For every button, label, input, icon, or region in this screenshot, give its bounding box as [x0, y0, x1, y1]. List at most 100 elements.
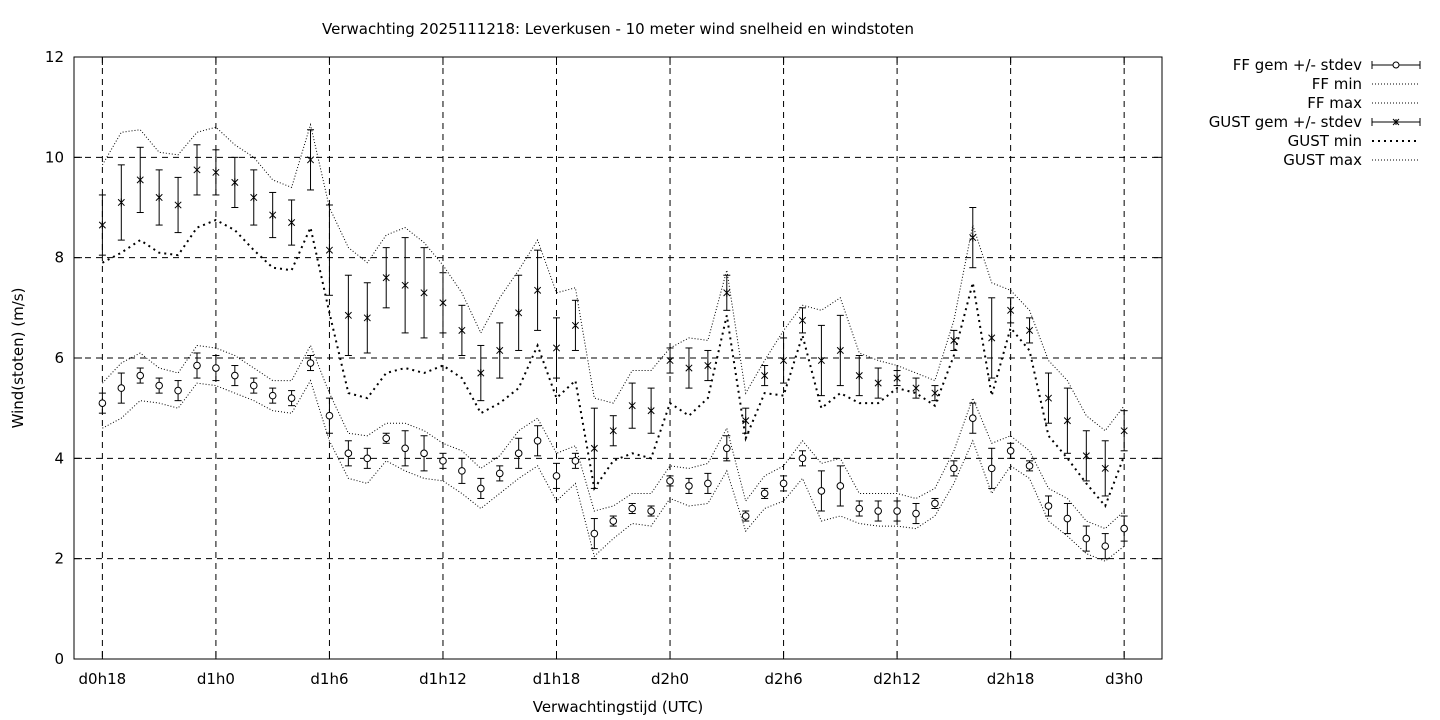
ff-errorbar-point: [1120, 515, 1128, 542]
ff-errorbar-point: [836, 465, 845, 507]
ff-errorbar-point: [1044, 495, 1053, 517]
ff-errorbar-point: [136, 367, 145, 384]
ff-mean-marker: [1063, 514, 1072, 523]
gust-errorbar-point: [685, 347, 693, 389]
gust-errorbar-point: [912, 377, 920, 399]
ff-errorbar-point: [666, 475, 674, 487]
ff-mean-marker: [344, 449, 353, 458]
ff-errorbar-point: [628, 502, 636, 515]
ff-mean-marker: [155, 381, 163, 390]
gust-mean-marker: [363, 313, 371, 322]
ff-errorbar-point: [363, 447, 372, 469]
gust-mean-marker: [306, 155, 315, 164]
ff-mean-marker: [817, 487, 826, 495]
gust-errorbar-point: [855, 354, 863, 397]
y-tick-label: 4: [54, 449, 64, 467]
gust-errorbar-point: [496, 322, 504, 379]
ff-mean-marker: [723, 444, 731, 453]
gust-errorbar-point: [212, 149, 220, 196]
y-tick-label: 2: [54, 550, 64, 568]
ff-errorbar-point: [571, 452, 580, 469]
ff-errorbar-point: [495, 465, 504, 482]
gust-errorbar-point: [155, 169, 163, 226]
x-tick-label: d1h6: [310, 670, 348, 688]
ff-mean-marker: [1006, 447, 1015, 455]
gust-mean-marker: [250, 193, 258, 202]
ff-mean-marker: [401, 444, 409, 453]
gust-errorbar-point: [761, 365, 769, 387]
grid-lines: [74, 57, 1162, 659]
ff-mean-marker: [98, 399, 107, 407]
gust-errorbar-point: [1025, 317, 1034, 344]
ff-mean-marker: [855, 504, 864, 513]
gust-mean-marker: [874, 379, 882, 388]
gust-errorbar-point: [969, 207, 977, 269]
gust-errorbar-point: [458, 304, 466, 356]
ff-errorbar-point: [798, 450, 807, 467]
ff-mean-marker: [533, 436, 542, 445]
ff-errorbar-point: [1082, 525, 1091, 552]
ff-errorbar-point: [647, 505, 655, 517]
y-tick-label: 6: [54, 349, 64, 367]
ff-errorbar-point: [439, 452, 447, 469]
gust-errorbar-point: [174, 176, 182, 234]
ff-errorbar-point: [477, 477, 485, 499]
ff-errorbar-point: [552, 462, 561, 489]
gust-errorbar-point: [836, 314, 844, 387]
x-tick-label: d1h12: [419, 670, 467, 688]
gust-mean-marker: [552, 343, 561, 352]
ff-errorbar-point: [779, 475, 788, 492]
gust-mean-marker: [912, 384, 920, 393]
ff-errorbar-point: [325, 397, 334, 434]
gust-mean-marker: [780, 356, 788, 365]
gust-mean-marker: [458, 326, 466, 335]
legend-entry: FF min: [1312, 75, 1420, 93]
gust-errorbar-point: [1063, 387, 1071, 454]
chart-title: Verwachting 2025111218: Leverkusen - 10 …: [322, 20, 914, 38]
gust-errorbar-point: [401, 237, 409, 334]
gust-mean-marker: [420, 288, 428, 297]
x-tick-label: d2h18: [987, 670, 1035, 688]
gust-mean-marker: [117, 198, 125, 207]
gust-mean-marker: [439, 298, 447, 307]
x-axis-label: Verwachtingstijd (UTC): [533, 698, 704, 716]
legend-ff-marker: [1392, 61, 1400, 69]
gust-mean-marker: [477, 369, 485, 378]
ff-mean-marker: [495, 469, 504, 478]
ff-mean-marker: [836, 482, 845, 490]
gust-mean-marker: [950, 336, 958, 345]
ff-mean-marker: [136, 371, 145, 380]
gust-mean-marker: [798, 316, 807, 325]
gust-mean-marker: [836, 346, 844, 355]
ff-errorbar-point: [420, 435, 428, 472]
ff-mean-marker: [647, 507, 655, 515]
gust-mean-marker: [496, 346, 504, 355]
gust-mean-marker: [893, 374, 901, 383]
ff-mean-marker: [382, 434, 391, 443]
gust-mean-marker: [534, 286, 542, 295]
axes: 0 2 4 6 8 10 12 d0h18 d1h0 d1h6 d1h12 d1h18 d2h0 d2h6…: [45, 48, 1163, 688]
gust-mean-marker: [1025, 326, 1034, 335]
ff-errorbar-point: [514, 437, 523, 469]
gust-mean-marker: [666, 356, 674, 365]
legend-label: FF min: [1312, 75, 1362, 93]
ff-mean-marker: [912, 509, 920, 518]
y-tick-label: 12: [45, 48, 64, 66]
ff-errorbar-point: [1063, 502, 1072, 535]
ff-errorbar-point: [968, 402, 977, 434]
ff-mean-marker: [571, 457, 580, 465]
ff-mean-marker: [1101, 542, 1110, 550]
ff-errorbar-point: [268, 387, 277, 404]
gust-mean-marker: [723, 288, 731, 297]
ff-errorbar-point: [950, 460, 958, 477]
ff-mean-marker: [1025, 462, 1034, 470]
gust-mean-marker: [1044, 394, 1053, 403]
gust-errorbar-point: [780, 337, 788, 384]
series-line-ff-min: [102, 379, 1125, 562]
series-line-gust-max: [101, 122, 1125, 432]
x-tick-label: d2h12: [873, 670, 921, 688]
ff-mean-marker: [874, 507, 882, 515]
legend-gust-marker: [1392, 118, 1400, 126]
